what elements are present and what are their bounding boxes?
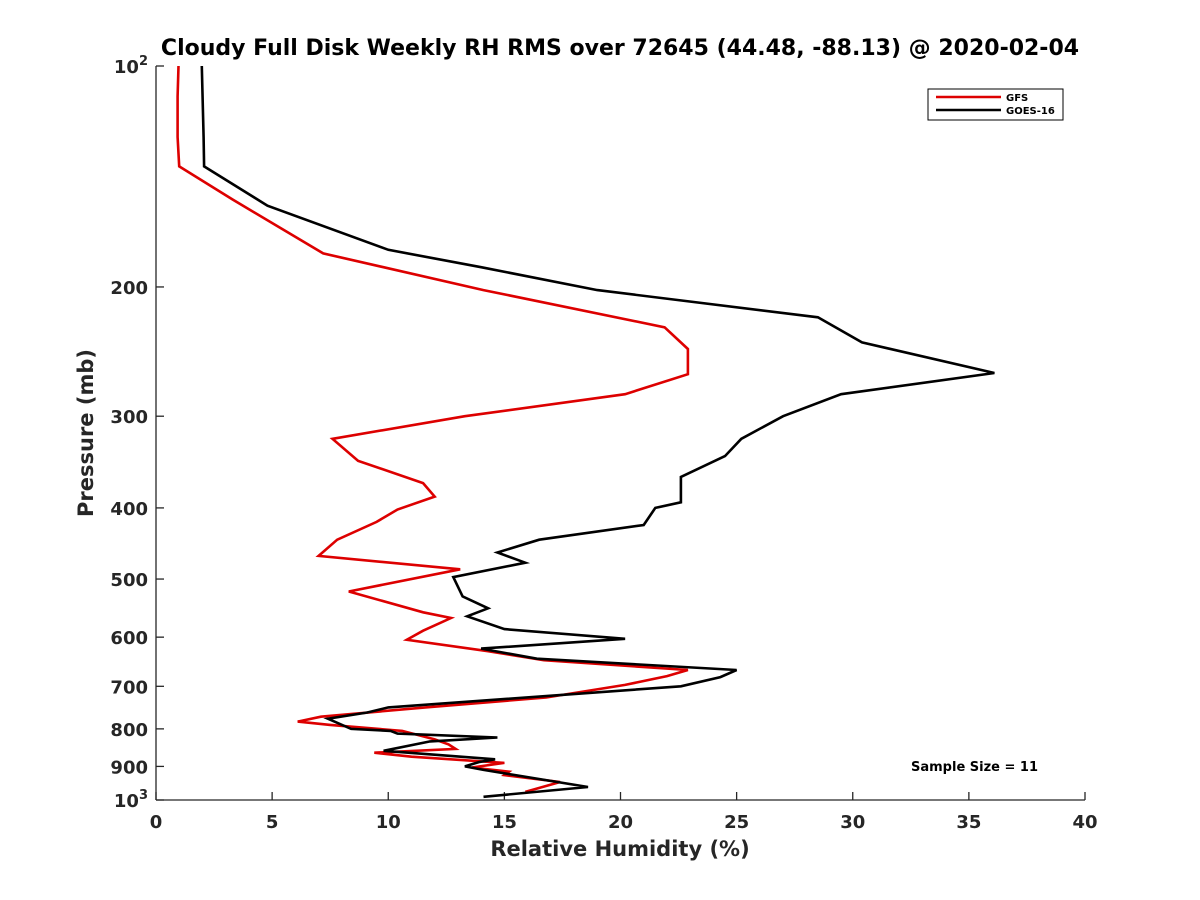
y-tick-exponent: 3 <box>139 788 148 803</box>
x-tick-label: 0 <box>150 812 163 833</box>
series-line-goes16 <box>200 65 995 799</box>
series-layer <box>176 65 995 799</box>
legend: GFS GOES-16 <box>927 88 1064 121</box>
x-tick-label: 40 <box>1072 812 1097 833</box>
y-tick-label: 500 <box>110 570 148 591</box>
y-tick-label: 700 <box>110 677 148 698</box>
y-tick-label: 102 <box>114 54 148 78</box>
legend-box <box>927 88 1064 121</box>
y-tick-label: 600 <box>110 628 148 649</box>
series-line-gfs <box>176 65 690 794</box>
y-tick-exponent: 2 <box>139 54 148 69</box>
x-tick-label: 25 <box>724 812 749 833</box>
legend-label-goes16: GOES-16 <box>1006 106 1055 117</box>
y-tick-label: 103 <box>114 788 148 812</box>
y-tick-base: 10 <box>114 791 139 812</box>
y-tick-label: 400 <box>110 499 148 520</box>
sample-size-annotation: Sample Size = 11 <box>911 760 1038 775</box>
x-tick-label: 15 <box>492 812 517 833</box>
x-tick-label: 30 <box>840 812 865 833</box>
y-tick-label: 800 <box>110 720 148 741</box>
x-axis-label: Relative Humidity (%) <box>490 837 749 861</box>
legend-label-gfs: GFS <box>1006 93 1028 104</box>
x-tick-label: 5 <box>266 812 279 833</box>
x-tick-label: 20 <box>608 812 633 833</box>
x-tick-label: 35 <box>956 812 981 833</box>
y-tick-label: 300 <box>110 407 148 428</box>
x-axis: 0 5 10 15 20 25 30 35 40 <box>150 792 1098 833</box>
y-tick-base: 10 <box>114 57 139 78</box>
chart-title: Cloudy Full Disk Weekly RH RMS over 7264… <box>161 36 1079 61</box>
y-tick-label: 900 <box>110 757 148 778</box>
y-axis-label: Pressure (mb) <box>74 349 98 517</box>
plot-area <box>156 66 1085 800</box>
x-tick-label: 10 <box>376 812 401 833</box>
y-tick-label: 200 <box>110 278 148 299</box>
